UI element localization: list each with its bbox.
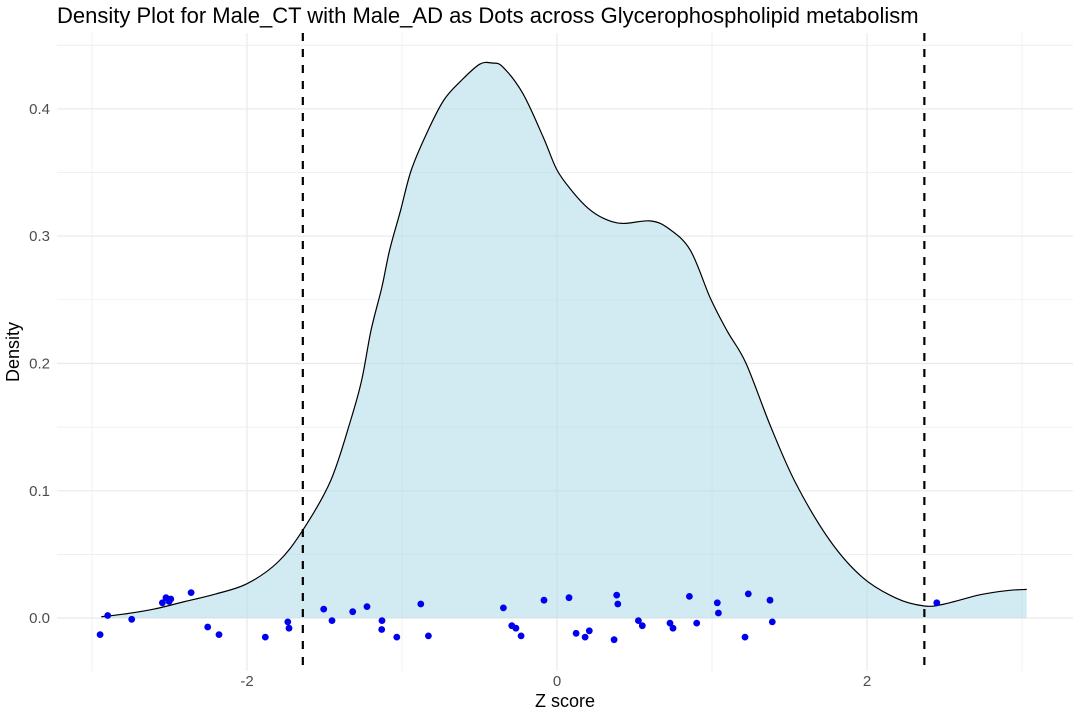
scatter-dot [766,596,774,604]
scatter-dot [393,633,401,641]
density-area [101,62,1027,618]
density-curve [101,61,1027,618]
y-tick-label: 0.2 [29,355,50,372]
scatter-dot [187,589,195,596]
y-tick-label: 0.3 [29,228,50,245]
scatter-dot [744,590,752,598]
scatter-dot [96,631,104,638]
scatter-dot [540,596,548,604]
scatter-dot [349,608,357,616]
scatter-dot [104,612,112,619]
density-curve-group [101,61,1027,618]
scatter-dot [741,633,749,641]
x-tick-label: 0 [553,673,561,690]
scatter-dot [635,617,642,624]
scatter-dot [378,617,386,624]
threshold-lines-group [301,33,926,671]
scatter-dot [613,591,621,599]
scatter-dot [933,599,941,607]
scatter-dot [417,600,425,608]
scatter-dot [204,623,212,631]
y-tick-label: 0.4 [29,101,50,118]
y-tick-label: 0.1 [29,483,50,500]
x-tick-label: -2 [240,673,253,690]
scatter-dot [167,595,175,603]
scatter-dot [328,617,336,624]
scatter-dot [320,605,328,613]
scatter-dots-group [96,589,941,644]
x-axis-label: Z score [535,691,595,711]
scatter-dot [572,629,580,637]
scatter-dot [585,627,593,635]
scatter-dot [638,622,646,630]
scatter-dot [215,631,223,638]
scatter-dot [261,633,269,641]
y-tick-label: 0.0 [29,610,50,627]
scatter-dot [669,624,677,632]
scatter-dot [159,599,166,607]
scatter-dot [715,609,722,617]
tick-labels-group: 0.0 0.1 0.2 0.3 0.4 -2 0 2 [29,101,871,690]
scatter-dot [666,619,674,627]
scatter-dot [713,599,721,607]
scatter-dot [581,633,589,641]
x-tick-label: 2 [863,673,871,690]
scatter-dot [500,604,507,612]
scatter-dot [614,600,622,608]
scatter-dot [517,632,525,640]
density-area-group [101,62,1027,618]
chart-title: Density Plot for Male_CT with Male_AD as… [57,3,919,28]
scatter-dot [768,618,776,626]
scatter-dot [425,632,432,640]
scatter-dot [610,636,618,644]
scatter-dot [284,618,292,626]
scatter-dot [363,603,371,610]
scatter-dot [693,619,701,627]
scatter-dot [285,624,293,632]
y-axis-label: Density [3,322,23,382]
scatter-dot [686,593,693,600]
scatter-dot [378,626,386,633]
scatter-dot [128,615,136,623]
scatter-dot [512,624,520,632]
scatter-dot [565,594,573,602]
